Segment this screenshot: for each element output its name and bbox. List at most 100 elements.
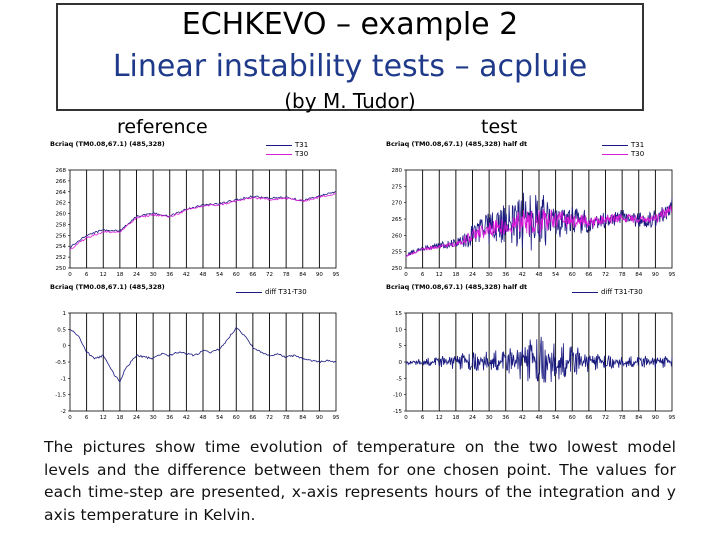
y-tick-label: 5 — [399, 344, 403, 350]
x-tick-label: 36 — [502, 272, 509, 278]
legend: diff T31-T30 — [572, 288, 643, 297]
x-tick-label: 84 — [635, 272, 642, 278]
y-tick-label: -15 — [393, 409, 402, 415]
x-tick-label: 72 — [602, 272, 609, 278]
series-line-primary — [405, 336, 673, 383]
legend: T31 T30 — [602, 141, 644, 159]
y-tick-label: -5 — [397, 376, 403, 382]
x-tick-label: 90 — [316, 415, 323, 421]
x-tick-label: 48 — [200, 272, 207, 278]
y-tick-label: 258 — [56, 222, 67, 228]
title-line-3: (by M. Tudor) — [284, 89, 416, 113]
y-tick-label: 270 — [392, 201, 403, 207]
legend-item-t30: T30 — [602, 150, 644, 159]
x-tick-label: 0 — [404, 415, 408, 421]
x-tick-label: 30 — [150, 415, 157, 421]
y-tick-label: 260 — [392, 233, 403, 239]
legend-item-t30: T30 — [266, 150, 308, 159]
x-tick-label: 95 — [333, 415, 340, 421]
x-tick-label: 30 — [486, 272, 493, 278]
x-tick-label: 36 — [166, 272, 173, 278]
plot-area: 0 6 12 18 24 30 36 42 48 54 60 66 72 78 84 90 95 250 252 25… — [56, 168, 340, 278]
x-tick-label: 24 — [133, 272, 140, 278]
plot-area: 0 6 12 18 24 30 36 42 48 54 60 66 72 78 84 90 95 250 255 26… — [392, 168, 676, 278]
legend-item-t31: T31 — [266, 141, 308, 150]
x-tick-label: 95 — [669, 272, 676, 278]
y-tick-label: 15 — [395, 311, 402, 317]
x-tick-label: 30 — [150, 272, 157, 278]
legend-swatch-diff — [236, 291, 262, 293]
x-tick-label: 18 — [452, 415, 459, 421]
x-tick-label: 24 — [133, 415, 140, 421]
legend-swatch-diff — [572, 291, 598, 293]
chart-reference-difference: Bcriaq (TM0.08,67.1) (485,328) diff T31-… — [50, 283, 340, 423]
legend-label: T30 — [631, 150, 645, 158]
x-tick-label: 36 — [166, 415, 173, 421]
x-tick-label: 42 — [519, 415, 526, 421]
x-tick-label: 6 — [85, 272, 89, 278]
x-tick-label: 0 — [68, 272, 72, 278]
y-tick-label: -0.5 — [55, 360, 66, 366]
y-tick-label: 266 — [56, 179, 67, 185]
title-line-2: Linear instability tests – acpluie — [112, 49, 588, 84]
x-tick-label: 66 — [249, 415, 256, 421]
x-tick-label: 12 — [100, 415, 107, 421]
chart-reference-temperature: Bcriaq (TM0.08,67.1) (485,328) T31 T30 0… — [50, 140, 340, 280]
x-tick-label: 72 — [602, 415, 609, 421]
chart-test-temperature: Bcriaq (TM0.08,67.1) (485,328) half dt T… — [386, 140, 676, 280]
x-tick-label: 48 — [200, 415, 207, 421]
y-tick-label: 262 — [56, 201, 67, 207]
x-tick-label: 6 — [85, 415, 89, 421]
legend: diff T31-T30 — [236, 288, 307, 297]
y-tick-label: 255 — [392, 250, 403, 256]
y-tick-label: 264 — [56, 190, 67, 196]
y-tick-label: 250 — [56, 266, 67, 272]
legend-item-t31: T31 — [602, 141, 644, 150]
legend-swatch-t31 — [266, 144, 292, 146]
chart-title: Bcriaq (TM0.08,67.1) (485,328) — [50, 140, 165, 148]
chart-test-difference: Bcriaq (TM0.08,67.1) (485,328) half dt d… — [386, 283, 676, 423]
legend-swatch-t30 — [602, 153, 628, 155]
column-label-test: test — [481, 116, 518, 138]
x-tick-label: 42 — [183, 415, 190, 421]
legend-label: diff T31-T30 — [265, 288, 307, 296]
y-tick-label: 265 — [392, 217, 403, 223]
y-tick-label: 256 — [56, 233, 67, 239]
y-tick-label: 260 — [56, 212, 67, 218]
legend-swatch-t31 — [602, 144, 628, 146]
x-tick-label: 6 — [421, 272, 425, 278]
y-tick-label: 0 — [399, 360, 403, 366]
y-tick-label: 1 — [63, 311, 67, 317]
legend: T31 T30 — [266, 141, 308, 159]
legend-item-diff: diff T31-T30 — [572, 288, 643, 297]
x-tick-label: 12 — [436, 272, 443, 278]
x-tick-label: 42 — [519, 272, 526, 278]
series-line-primary — [69, 326, 337, 383]
x-tick-label: 18 — [452, 272, 459, 278]
title-box: ECHKEVO – example 2 Linear instability t… — [56, 3, 644, 113]
x-tick-label: 60 — [569, 415, 576, 421]
y-tick-label: -1.5 — [55, 393, 66, 399]
x-tick-label: 78 — [283, 415, 290, 421]
y-tick-label: 252 — [56, 255, 67, 261]
x-tick-label: 42 — [183, 272, 190, 278]
x-tick-label: 72 — [266, 415, 273, 421]
plot-area: 0 6 12 18 24 30 36 42 48 54 60 66 72 78 84 90 95 -15 -10 -5… — [393, 311, 676, 421]
plot-area: 0 6 12 18 24 30 36 42 48 54 60 66 72 78 84 90 95 -2 -1.5 -1… — [55, 311, 340, 421]
x-tick-label: 48 — [536, 272, 543, 278]
x-tick-label: 95 — [333, 272, 340, 278]
caption-text: The pictures show time evolution of temp… — [44, 438, 676, 524]
x-tick-label: 12 — [100, 272, 107, 278]
x-tick-label: 95 — [669, 415, 676, 421]
x-tick-label: 60 — [233, 415, 240, 421]
y-tick-label: 268 — [56, 168, 67, 174]
legend-item-diff: diff T31-T30 — [236, 288, 307, 297]
x-tick-label: 12 — [436, 415, 443, 421]
y-tick-label: 280 — [392, 168, 403, 174]
y-tick-label: -1 — [61, 376, 66, 382]
x-tick-label: 78 — [619, 272, 626, 278]
title-line-1: ECHKEVO – example 2 — [181, 7, 519, 42]
x-tick-label: 0 — [68, 415, 72, 421]
x-tick-label: 66 — [249, 272, 256, 278]
x-tick-label: 18 — [116, 415, 123, 421]
